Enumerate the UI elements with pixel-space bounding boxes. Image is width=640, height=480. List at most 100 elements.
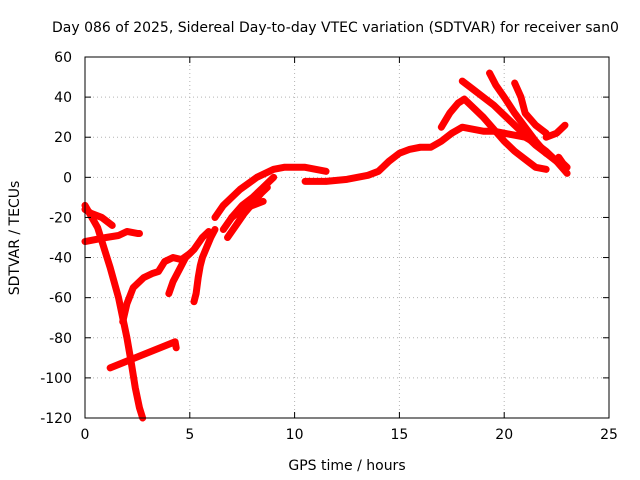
data-point — [207, 234, 214, 241]
series-arc-17 — [555, 153, 571, 171]
y-tick-label: 60 — [54, 50, 72, 66]
data-point — [364, 172, 371, 179]
x-tick-label: 5 — [185, 427, 194, 443]
data-point — [211, 214, 218, 221]
data-point — [543, 150, 550, 157]
y-tick-label: 20 — [54, 130, 72, 146]
data-point — [490, 102, 497, 109]
data-point — [193, 290, 200, 297]
data-point — [511, 122, 518, 129]
data-point — [98, 214, 105, 221]
data-point — [170, 278, 177, 285]
data-point — [461, 96, 468, 103]
data-point — [501, 138, 508, 145]
y-tick-label: -100 — [40, 371, 72, 387]
data-point — [553, 130, 560, 137]
data-point — [211, 226, 218, 233]
data-point — [522, 110, 529, 117]
series-arc-6 — [190, 225, 219, 306]
data-point — [258, 190, 265, 197]
data-point — [173, 344, 180, 351]
data-point — [532, 122, 539, 129]
data-point — [270, 174, 277, 181]
data-point — [220, 202, 227, 209]
x-axis-label: GPS time / hours — [288, 458, 405, 474]
data-point — [136, 230, 143, 237]
data-point — [245, 180, 252, 187]
series-arc-7 — [211, 163, 330, 221]
y-tick-label: -80 — [49, 331, 72, 347]
data-point — [199, 254, 206, 261]
data-point — [115, 232, 122, 239]
data-point — [486, 70, 493, 77]
data-point — [375, 168, 382, 175]
data-point — [455, 100, 462, 107]
data-point — [448, 130, 455, 137]
data-point — [501, 112, 508, 119]
data-point — [260, 198, 267, 205]
data-point — [199, 234, 206, 241]
y-tick-label: -40 — [49, 251, 72, 267]
series-arc-10 — [228, 197, 267, 221]
data-point — [224, 234, 231, 241]
data-point — [136, 404, 143, 411]
data-point — [492, 82, 499, 89]
y-tick-label: -120 — [40, 411, 72, 427]
data-point — [501, 130, 508, 137]
data-point — [469, 126, 476, 133]
data-point — [312, 166, 319, 173]
data-point — [532, 164, 539, 171]
data-point — [170, 254, 177, 261]
data-point — [155, 268, 162, 275]
data-point — [532, 138, 539, 145]
axis-ticks: 0 5 10 15 20 25 -120 -100 -80 -60 -40 -20 0 20 40 60 — [40, 50, 618, 443]
data-point — [195, 274, 202, 281]
series-arc-5 — [165, 227, 213, 298]
x-tick-label: 15 — [390, 427, 408, 443]
data-point — [281, 164, 288, 171]
data-point — [302, 178, 309, 185]
data-point — [438, 138, 445, 145]
data-point — [264, 184, 271, 191]
data-point — [94, 224, 101, 231]
data-point — [396, 150, 403, 157]
series-trace — [228, 197, 267, 221]
data-point — [323, 168, 330, 175]
data-point — [564, 170, 571, 177]
data-point — [564, 164, 571, 171]
data-point — [480, 94, 487, 101]
data-point — [123, 228, 130, 235]
data-point — [262, 170, 269, 177]
data-point — [344, 176, 350, 183]
data-points — [81, 69, 571, 422]
data-point — [123, 334, 130, 341]
data-point — [140, 274, 147, 281]
y-axis-label: SDTVAR / TECUs — [7, 181, 23, 296]
data-point — [115, 294, 122, 301]
data-point — [559, 160, 566, 167]
data-point — [182, 254, 189, 261]
series-arc-18 — [106, 338, 180, 372]
data-point — [130, 284, 137, 291]
data-point — [232, 222, 239, 229]
data-point — [406, 146, 413, 153]
data-point — [511, 80, 518, 87]
data-point — [459, 78, 466, 85]
data-point — [249, 202, 256, 209]
data-point — [469, 86, 476, 93]
data-point — [469, 104, 476, 111]
data-point — [109, 222, 116, 229]
data-point — [480, 114, 487, 121]
data-point — [237, 186, 244, 193]
chart-title: Day 086 of 2025, Sidereal Day-to-day VTE… — [52, 20, 619, 36]
data-point — [561, 122, 568, 129]
data-point — [107, 264, 114, 271]
data-point — [203, 244, 210, 251]
data-point — [543, 134, 550, 141]
data-point — [511, 148, 518, 155]
data-point — [165, 290, 172, 297]
data-point — [190, 246, 197, 253]
series-arc-16 — [542, 121, 569, 141]
data-point — [220, 226, 227, 233]
data-point — [555, 154, 562, 161]
